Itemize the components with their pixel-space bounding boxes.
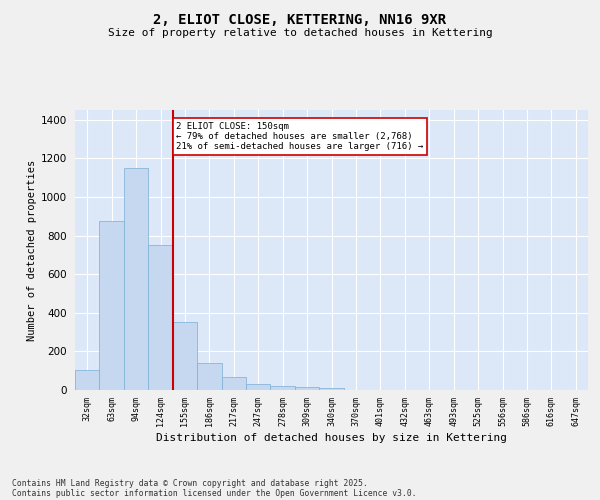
Bar	[124, 168, 148, 390]
Bar	[295, 388, 319, 390]
Text: Contains public sector information licensed under the Open Government Licence v3: Contains public sector information licen…	[12, 488, 416, 498]
Y-axis label: Number of detached properties: Number of detached properties	[27, 160, 37, 340]
Bar	[271, 386, 295, 390]
X-axis label: Distribution of detached houses by size in Kettering: Distribution of detached houses by size …	[156, 433, 507, 443]
Bar	[319, 388, 344, 390]
Bar	[197, 363, 221, 390]
Text: 2 ELIOT CLOSE: 150sqm
← 79% of detached houses are smaller (2,768)
21% of semi-d: 2 ELIOT CLOSE: 150sqm ← 79% of detached …	[176, 122, 424, 152]
Text: Size of property relative to detached houses in Kettering: Size of property relative to detached ho…	[107, 28, 493, 38]
Bar	[221, 378, 246, 390]
Bar	[100, 221, 124, 390]
Text: Contains HM Land Registry data © Crown copyright and database right 2025.: Contains HM Land Registry data © Crown c…	[12, 478, 368, 488]
Bar	[173, 322, 197, 390]
Bar	[75, 370, 100, 390]
Text: 2, ELIOT CLOSE, KETTERING, NN16 9XR: 2, ELIOT CLOSE, KETTERING, NN16 9XR	[154, 12, 446, 26]
Bar	[246, 384, 271, 390]
Bar	[148, 245, 173, 390]
